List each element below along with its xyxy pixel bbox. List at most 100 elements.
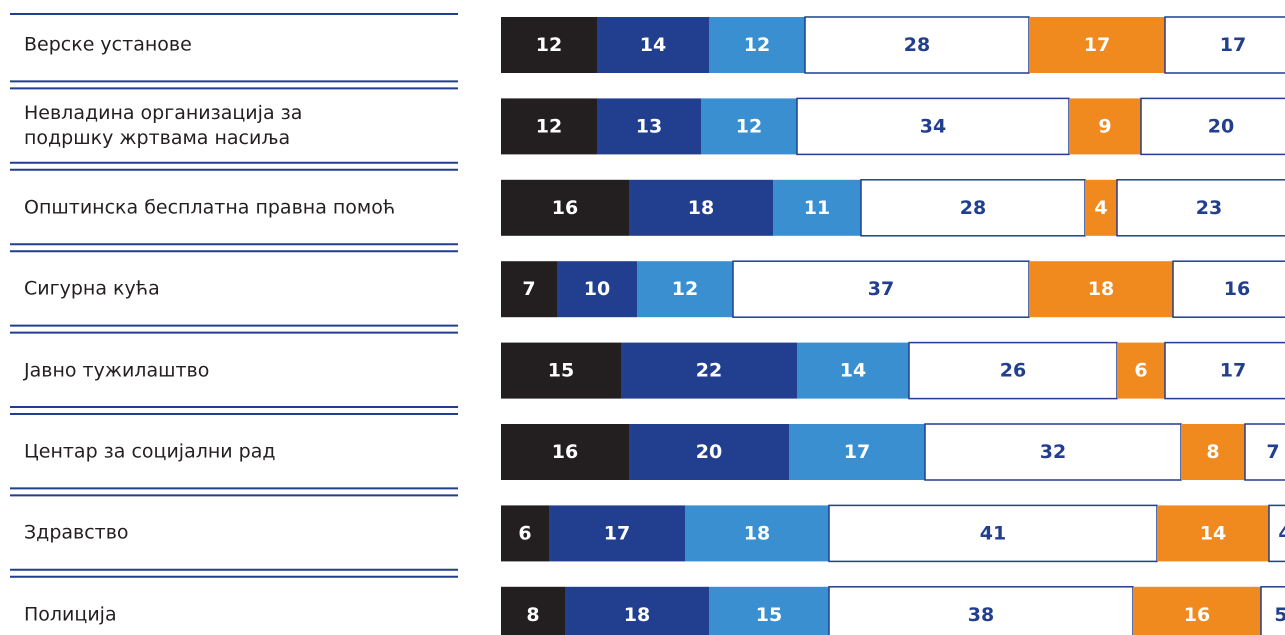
category-label: Јавно тужилаштво — [24, 359, 210, 382]
bar-segment — [501, 98, 597, 155]
bar-segment — [629, 179, 773, 236]
value-label: 12 — [736, 115, 762, 137]
category-label: Сигурна кућа — [24, 277, 160, 300]
bar-segment — [1164, 16, 1285, 74]
category-label: Општинска бесплатна правна помоћ — [24, 196, 396, 219]
bar-segment — [597, 98, 701, 155]
value-label: 26 — [1000, 360, 1026, 382]
bar-segment — [709, 586, 829, 635]
value-label: 12 — [672, 278, 698, 300]
category-label: Полиција — [24, 603, 117, 626]
value-label: 17 — [1220, 360, 1246, 382]
value-label: 18 — [1088, 278, 1114, 300]
value-label: 28 — [904, 34, 930, 56]
bar-segment — [1117, 342, 1165, 399]
bar-segment — [597, 17, 709, 73]
bar-segment — [501, 342, 621, 399]
value-label: 38 — [968, 604, 994, 626]
value-label: 18 — [744, 522, 770, 544]
bar-segment — [685, 505, 829, 562]
bar-segment — [828, 504, 1158, 563]
value-label: 23 — [1196, 197, 1222, 219]
value-label: 16 — [552, 441, 578, 463]
value-label: 28 — [960, 197, 986, 219]
bar-segment — [565, 586, 709, 635]
bar-segment — [637, 261, 733, 318]
category-label: Центар за социјални рад — [24, 440, 276, 463]
value-label: 34 — [920, 115, 946, 137]
bar-segment — [732, 260, 1030, 318]
bar-segment — [1268, 504, 1285, 563]
value-label: 15 — [548, 360, 574, 382]
bar-segment — [621, 342, 797, 399]
bar-segment — [501, 179, 629, 236]
value-label: 17 — [604, 522, 630, 544]
bar-segment — [549, 505, 685, 562]
value-label: 15 — [756, 604, 782, 626]
category-label: Здравство — [24, 521, 129, 544]
bar-segment — [501, 586, 565, 635]
value-label: 16 — [552, 197, 578, 219]
value-label: 4 — [1094, 197, 1107, 219]
value-label: 12 — [744, 34, 770, 56]
bar-segment — [557, 261, 637, 318]
value-label: 14 — [1200, 522, 1226, 544]
value-label: 18 — [624, 604, 650, 626]
value-label: 17 — [844, 441, 870, 463]
value-label: 32 — [1040, 441, 1066, 463]
value-label: 37 — [868, 278, 894, 300]
value-label: 5 — [1274, 604, 1285, 626]
bar-segment — [1157, 505, 1269, 562]
value-label: 22 — [696, 360, 722, 382]
bar-segment — [1029, 261, 1173, 318]
value-label: 20 — [1208, 115, 1234, 137]
value-label: 14 — [840, 360, 866, 382]
value-label: 10 — [584, 278, 610, 300]
value-label: 12 — [536, 34, 562, 56]
bar-segment — [796, 97, 1070, 156]
value-label: 6 — [518, 522, 531, 544]
value-label: 17 — [1220, 34, 1246, 56]
bar-segment — [701, 98, 797, 155]
bar-segment — [501, 261, 557, 318]
bar-segment — [1260, 586, 1285, 635]
category-label: Верске установе — [24, 33, 192, 56]
bar-segment — [773, 179, 861, 236]
bar-segment — [1069, 98, 1141, 155]
value-label: 7 — [1266, 441, 1279, 463]
bar-segment — [501, 17, 597, 73]
value-label: 17 — [1084, 34, 1110, 56]
bar-segment — [1029, 17, 1165, 73]
value-label: 8 — [526, 604, 539, 626]
bar-segment — [501, 424, 629, 480]
value-label: 12 — [536, 115, 562, 137]
value-label: 6 — [1134, 360, 1147, 382]
bar-segment — [1133, 586, 1261, 635]
bar-segment — [797, 342, 909, 399]
bar-segment — [629, 424, 789, 480]
bar-segment — [828, 586, 1134, 635]
bar-segment — [1164, 341, 1285, 400]
value-label: 4 — [1278, 522, 1285, 544]
value-label: 16 — [1184, 604, 1210, 626]
value-label: 20 — [696, 441, 722, 463]
value-label: 7 — [522, 278, 535, 300]
bar-segment — [1244, 423, 1285, 481]
value-label: 16 — [1224, 278, 1250, 300]
value-label: 41 — [980, 522, 1006, 544]
category-label: Невладина организација за подршку жртвам… — [24, 102, 303, 150]
bar-segment — [789, 424, 925, 480]
value-label: 11 — [804, 197, 830, 219]
bar-segment — [501, 505, 549, 562]
bar-segment — [1172, 260, 1285, 318]
value-label: 13 — [636, 115, 662, 137]
bar-segment — [1140, 97, 1285, 156]
value-label: 9 — [1098, 115, 1111, 137]
bar-segment — [1085, 179, 1117, 236]
bar-segment — [860, 179, 1086, 237]
bar-segment — [709, 17, 805, 73]
value-label: 14 — [640, 34, 666, 56]
value-label: 18 — [688, 197, 714, 219]
